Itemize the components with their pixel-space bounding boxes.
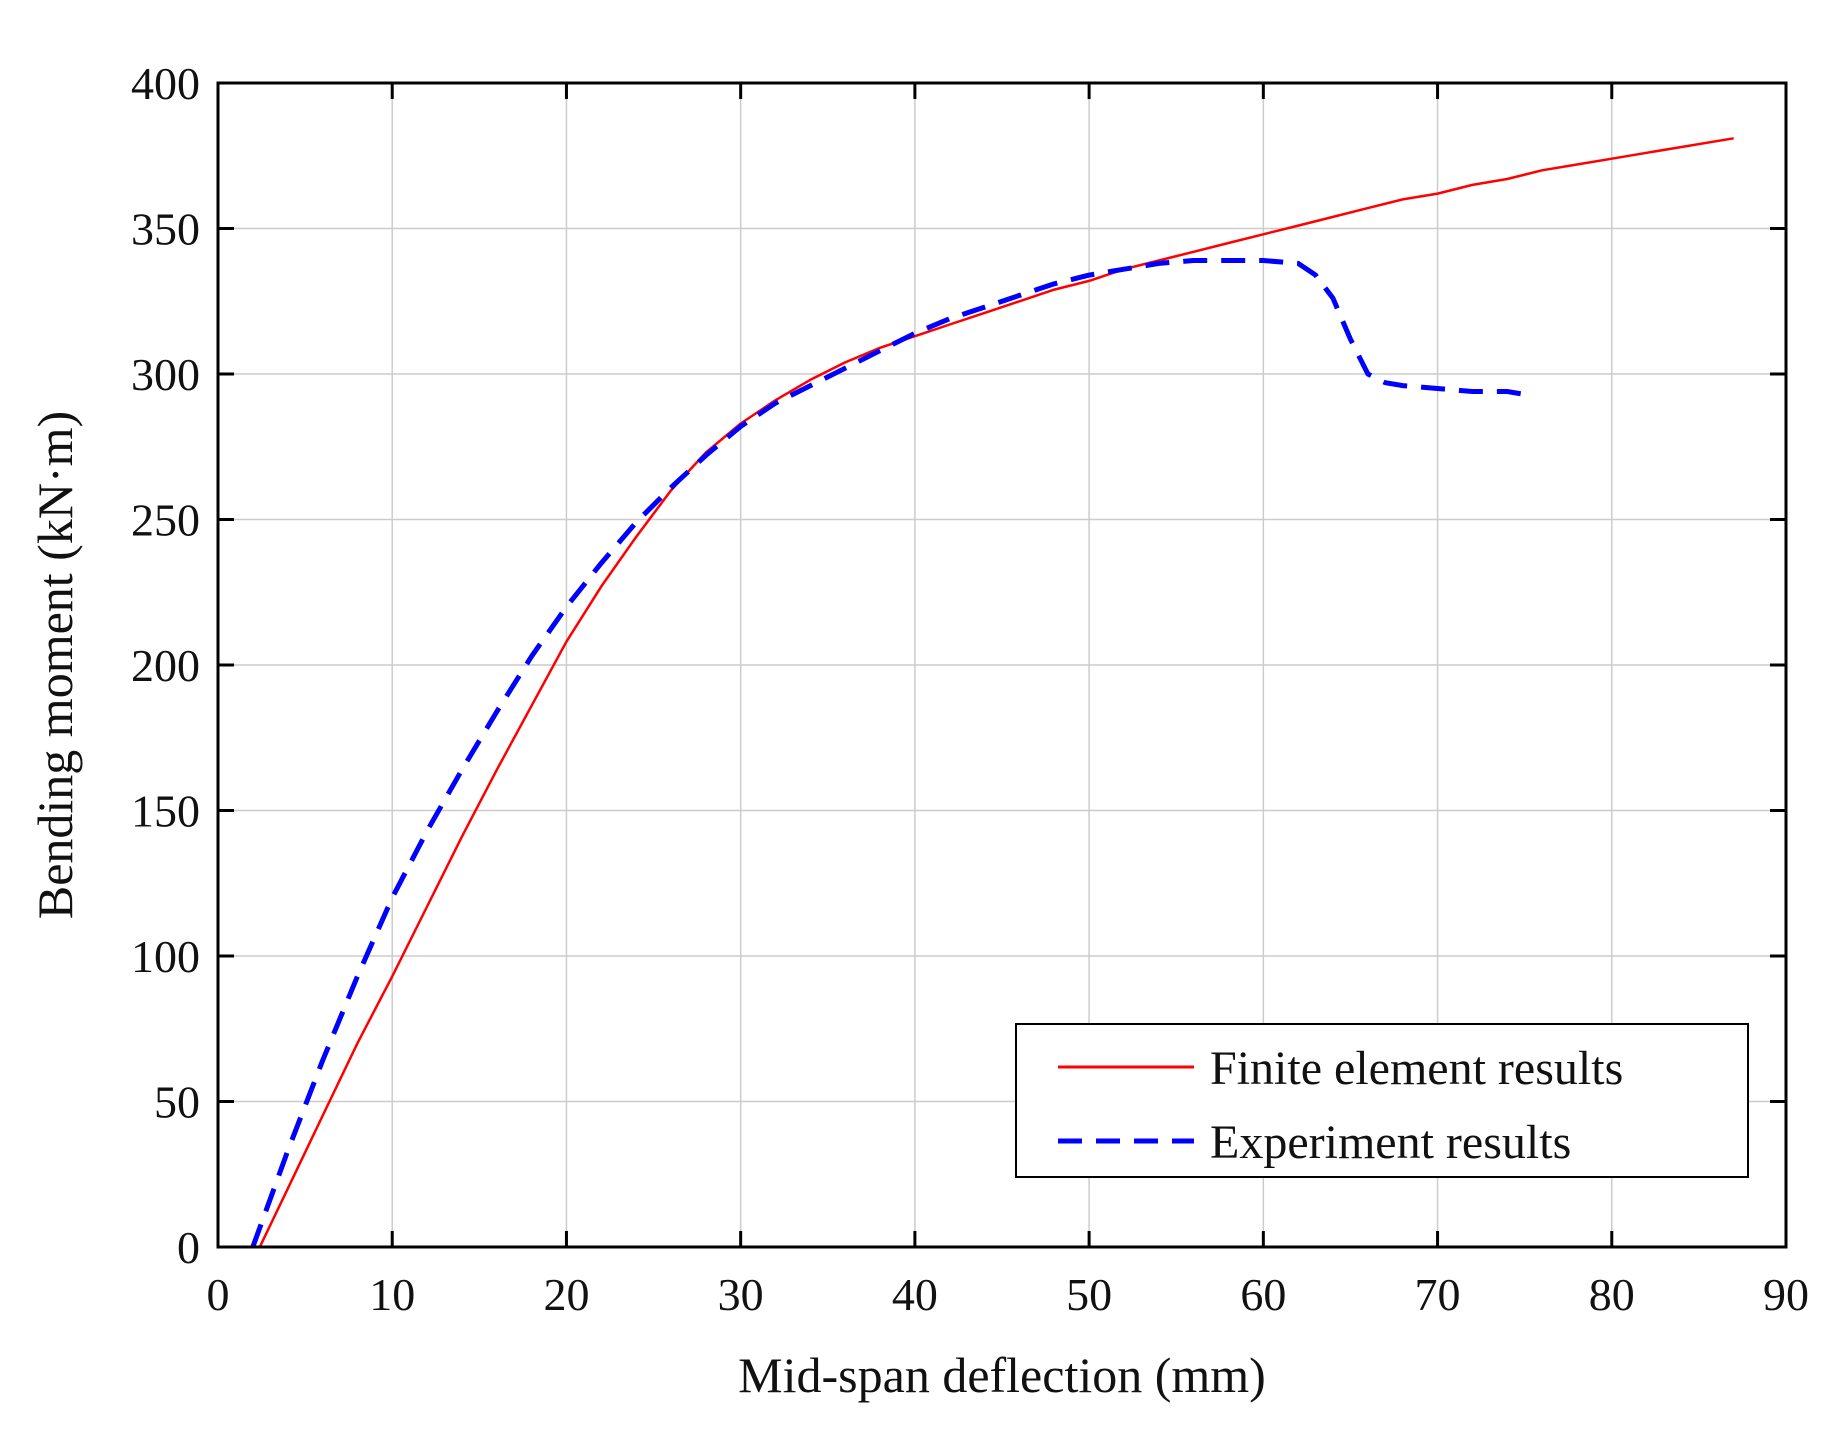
x-tick-label: 80 <box>1589 1269 1635 1320</box>
grid <box>218 83 1786 1247</box>
x-tick-label: 60 <box>1240 1269 1286 1320</box>
x-axis-title: Mid-span deflection (mm) <box>738 1347 1266 1403</box>
legend-box <box>1015 1023 1749 1178</box>
y-tick-label: 350 <box>131 204 200 255</box>
x-tick-label: 40 <box>892 1269 938 1320</box>
series-line-finite-element <box>258 137 1734 1248</box>
x-tick-label: 50 <box>1066 1269 1112 1320</box>
y-tick-label: 100 <box>131 931 200 982</box>
x-tick-label: 30 <box>718 1269 764 1320</box>
legend: Finite element results Experiment result… <box>1015 1023 1749 1178</box>
y-axis-title: Bending moment (kN·m) <box>27 411 83 919</box>
x-tick-label: 20 <box>543 1269 589 1320</box>
y-tick-label: 200 <box>131 640 200 691</box>
y-tick-label: 300 <box>131 349 200 400</box>
y-tick-label: 0 <box>177 1222 200 1273</box>
x-tick-label: 10 <box>369 1269 415 1320</box>
y-tick-label: 150 <box>131 786 200 837</box>
legend-label-finite-element: Finite element results <box>1210 1042 1623 1095</box>
x-tick-label: 0 <box>207 1269 230 1320</box>
y-tick-label: 250 <box>131 495 200 546</box>
legend-label-experiment: Experiment results <box>1210 1116 1571 1169</box>
x-tick-label: 70 <box>1415 1269 1461 1320</box>
x-tick-label: 90 <box>1763 1269 1809 1320</box>
series-group <box>250 137 1734 1248</box>
y-tick-label: 400 <box>131 58 200 109</box>
tick-labels: 0 10 20 30 40 50 60 70 80 90 0 50 100 150 200 250 300 350… <box>131 58 1809 1320</box>
y-tick-label: 50 <box>154 1077 200 1128</box>
ticks <box>216 81 1788 1249</box>
